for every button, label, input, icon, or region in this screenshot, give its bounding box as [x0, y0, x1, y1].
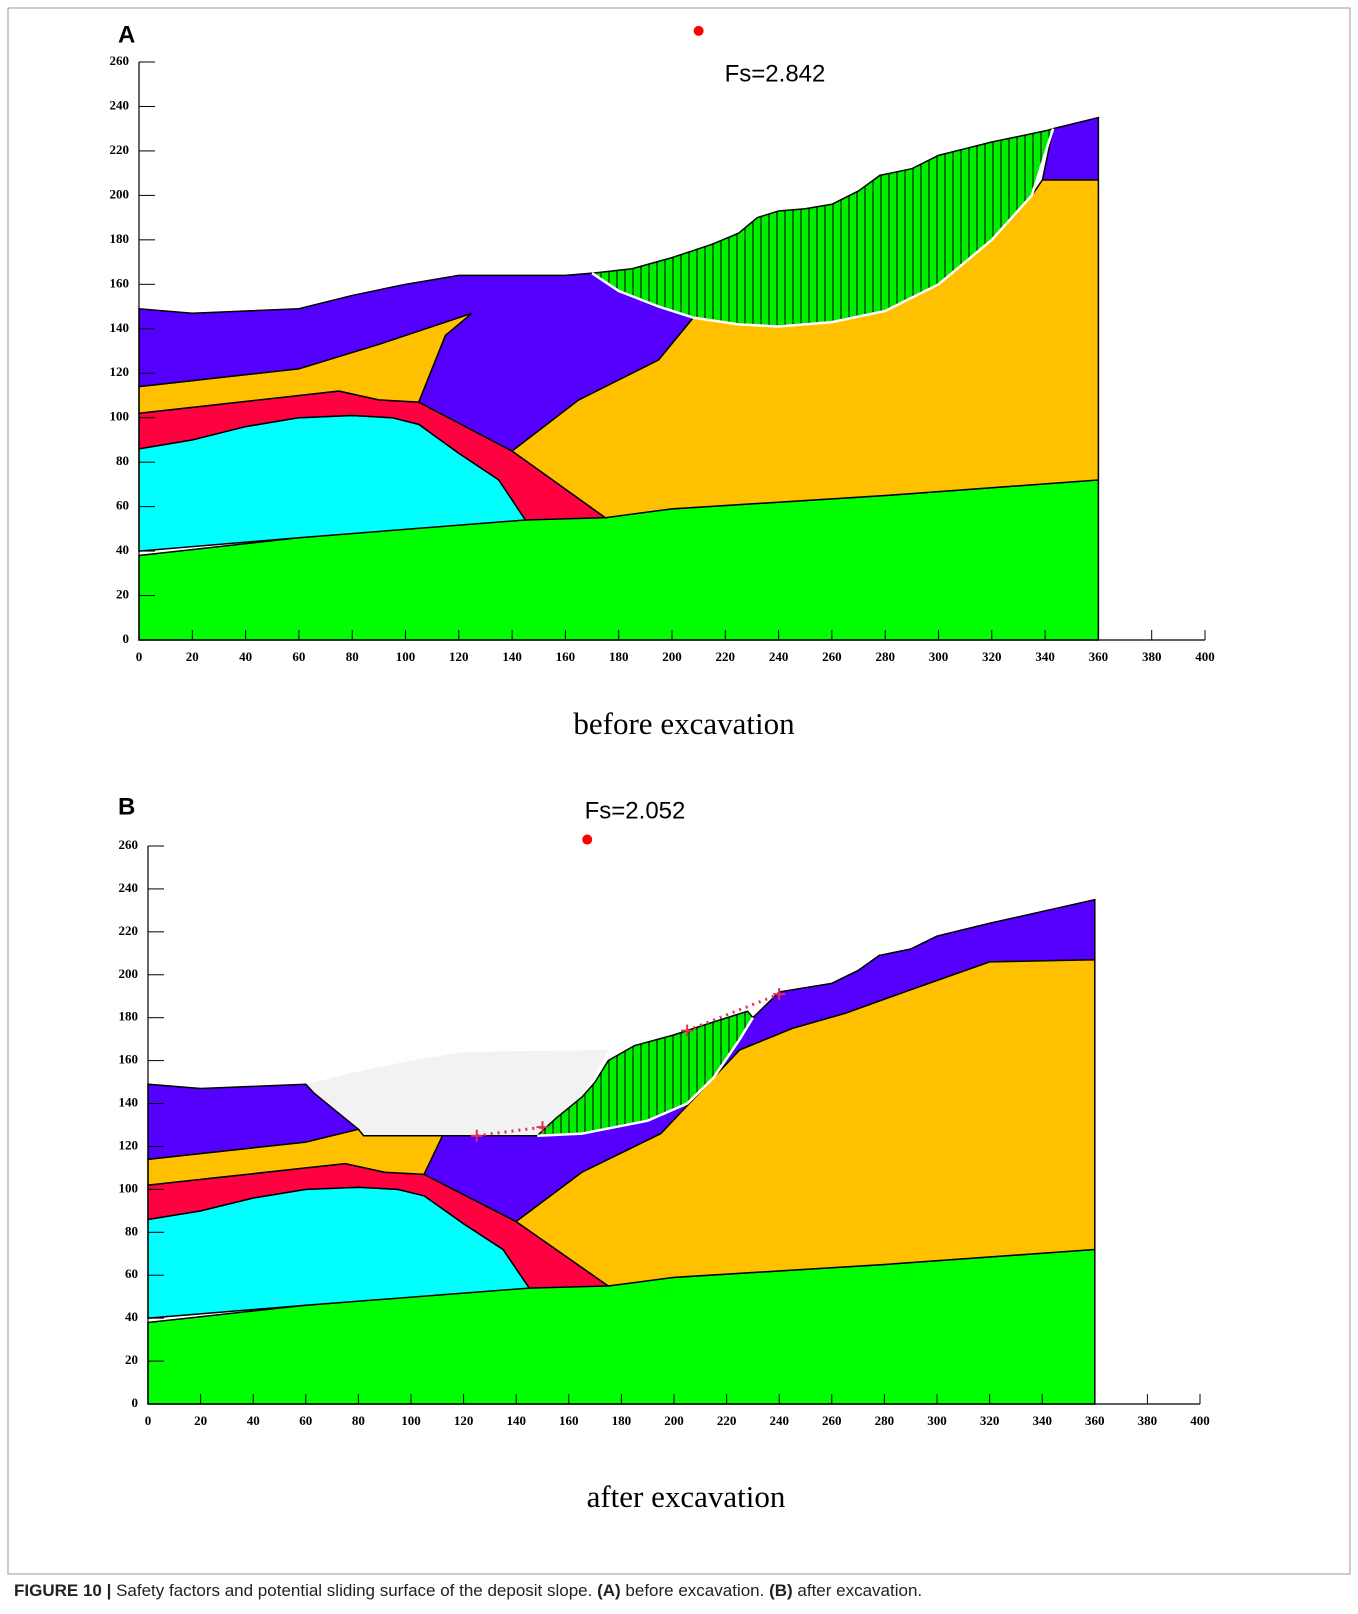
x-tick-label: 220: [717, 1413, 737, 1428]
y-tick-label: 60: [125, 1266, 138, 1281]
x-tick-label: 380: [1142, 649, 1162, 664]
x-tick-label: 360: [1089, 649, 1109, 664]
y-tick-label: 180: [110, 231, 130, 246]
x-tick-label: 180: [612, 1413, 632, 1428]
x-tick-label: 160: [559, 1413, 579, 1428]
x-tick-label: 400: [1190, 1413, 1210, 1428]
page: 0204060801001201401601802002202402602803…: [0, 0, 1358, 1614]
y-tick-label: 60: [116, 498, 129, 513]
x-tick-label: 140: [506, 1413, 526, 1428]
y-tick-label: 20: [116, 587, 129, 602]
x-tick-label: 0: [136, 649, 143, 664]
x-tick-label: 220: [716, 649, 736, 664]
x-tick-label: 80: [346, 649, 359, 664]
x-tick-label: 20: [186, 649, 199, 664]
subtitle: before excavation: [573, 706, 795, 741]
y-tick-label: 120: [110, 364, 130, 379]
x-tick-label: 40: [239, 649, 252, 664]
x-tick-label: 360: [1085, 1413, 1105, 1428]
x-tick-label: 140: [502, 649, 522, 664]
y-tick-label: 80: [116, 453, 129, 468]
y-tick-label: 180: [119, 1009, 139, 1024]
x-tick-label: 100: [401, 1413, 421, 1428]
y-tick-label: 240: [119, 880, 139, 895]
figure: 0204060801001201401601802002202402602803…: [0, 0, 1358, 1614]
y-tick-label: 100: [110, 409, 130, 424]
caption-part: (B): [769, 1581, 793, 1600]
y-tick-label: 40: [125, 1309, 138, 1324]
y-tick-label: 140: [119, 1095, 139, 1110]
y-tick-label: 120: [119, 1137, 139, 1152]
x-tick-label: 200: [664, 1413, 684, 1428]
y-tick-label: 80: [125, 1223, 138, 1238]
y-tick-label: 20: [125, 1352, 138, 1367]
x-tick-label: 100: [396, 649, 416, 664]
x-tick-label: 240: [769, 649, 789, 664]
x-tick-label: 60: [299, 1413, 312, 1428]
caption-part: after excavation.: [793, 1581, 922, 1600]
caption-part: before excavation.: [621, 1581, 769, 1600]
y-tick-label: 0: [123, 631, 130, 646]
x-tick-label: 260: [822, 1413, 842, 1428]
x-tick-label: 260: [822, 649, 842, 664]
safety-factor: Fs=2.842: [725, 60, 826, 87]
y-tick-label: 200: [119, 966, 139, 981]
x-tick-label: 180: [609, 649, 629, 664]
x-tick-label: 340: [1032, 1413, 1052, 1428]
panel-label: A: [118, 21, 135, 48]
slip-center: [582, 835, 592, 845]
panel-label: B: [118, 793, 135, 820]
safety-factor: Fs=2.052: [585, 797, 686, 824]
subtitle: after excavation: [587, 1479, 786, 1514]
caption-part: Safety factors and potential sliding sur…: [111, 1581, 597, 1600]
y-tick-label: 140: [110, 320, 130, 335]
x-tick-label: 320: [982, 649, 1002, 664]
y-tick-label: 160: [119, 1052, 139, 1067]
y-tick-label: 100: [119, 1180, 139, 1195]
y-tick-label: 200: [110, 186, 130, 201]
x-tick-label: 40: [247, 1413, 260, 1428]
caption: FIGURE 10 | Safety factors and potential…: [14, 1581, 922, 1601]
x-tick-label: 320: [980, 1413, 1000, 1428]
x-tick-label: 280: [875, 1413, 895, 1428]
y-tick-label: 220: [110, 142, 130, 157]
x-tick-label: 380: [1138, 1413, 1158, 1428]
x-tick-label: 200: [662, 649, 682, 664]
x-tick-label: 340: [1035, 649, 1055, 664]
caption-part: (A): [597, 1581, 621, 1600]
x-tick-label: 60: [292, 649, 305, 664]
soil-layer: [1042, 118, 1098, 180]
x-tick-label: 160: [556, 649, 576, 664]
x-tick-label: 0: [145, 1413, 152, 1428]
x-tick-label: 300: [929, 649, 949, 664]
x-tick-label: 400: [1195, 649, 1215, 664]
slip-center: [694, 26, 704, 36]
y-tick-label: 160: [110, 275, 130, 290]
x-tick-label: 300: [927, 1413, 947, 1428]
y-tick-label: 220: [119, 923, 139, 938]
x-tick-label: 20: [194, 1413, 207, 1428]
x-tick-label: 240: [769, 1413, 789, 1428]
x-tick-label: 120: [454, 1413, 474, 1428]
caption-part: FIGURE 10 |: [14, 1581, 111, 1600]
y-tick-label: 260: [119, 837, 139, 852]
x-tick-label: 120: [449, 649, 469, 664]
y-tick-label: 260: [110, 53, 130, 68]
x-tick-label: 80: [352, 1413, 365, 1428]
x-tick-label: 280: [875, 649, 895, 664]
y-tick-label: 0: [132, 1395, 139, 1410]
y-tick-label: 40: [116, 542, 129, 557]
y-tick-label: 240: [110, 97, 130, 112]
